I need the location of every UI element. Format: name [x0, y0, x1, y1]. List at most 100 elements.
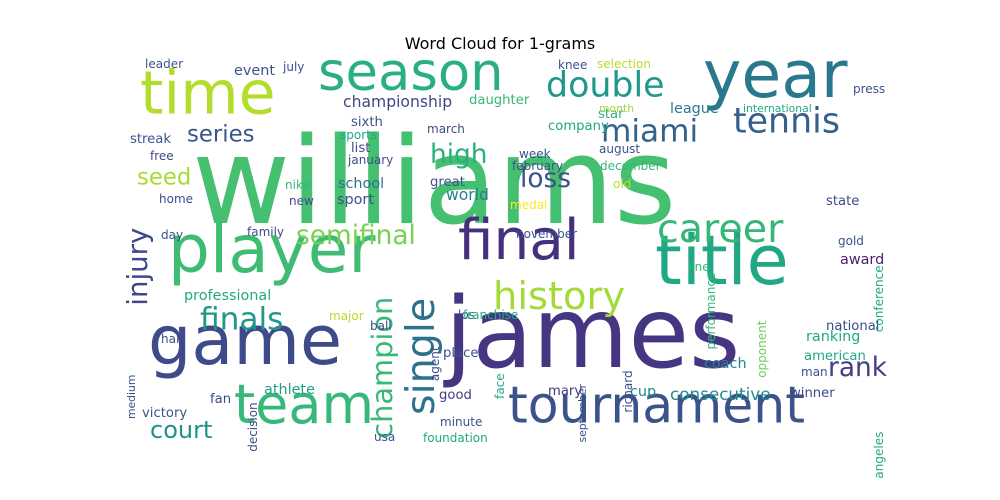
word-knee: knee — [558, 58, 587, 72]
word-los: los — [458, 308, 475, 322]
word-final: final — [458, 208, 579, 273]
word-champion: champion — [365, 297, 399, 439]
word-great: great — [430, 175, 465, 190]
word-high: high — [430, 139, 488, 170]
word-game: game — [148, 302, 342, 381]
word-leader: leader — [145, 57, 183, 71]
word-february: february — [512, 159, 563, 173]
word-september: september — [576, 383, 589, 442]
word-victory: victory — [142, 406, 187, 421]
word-minute: minute — [440, 415, 482, 429]
word-finals: finals — [200, 302, 283, 338]
word-company: company — [548, 119, 609, 134]
word-school: school — [338, 176, 384, 192]
word-team: team — [234, 373, 374, 436]
word-nike: nike — [285, 178, 310, 192]
word-tennis: tennis — [733, 101, 840, 141]
word-state: state — [826, 194, 859, 209]
word-career: career — [657, 206, 784, 252]
word-gold: gold — [838, 234, 864, 248]
word-international: international — [743, 102, 812, 115]
word-line: line — [688, 260, 710, 274]
word-free: free — [150, 149, 174, 163]
word-consecutive: consecutive — [670, 384, 771, 404]
word-day: day — [161, 228, 183, 242]
word-performance: performance — [704, 273, 718, 350]
word-press: press — [853, 82, 885, 96]
word-loss: loss — [520, 163, 571, 194]
word-single: single — [398, 298, 444, 415]
word-ranking: ranking — [806, 329, 860, 345]
word-home: home — [159, 192, 193, 206]
word-man: man — [801, 365, 828, 379]
word-professional: professional — [184, 288, 271, 304]
word-coach: coach — [704, 356, 747, 372]
word-august: august — [599, 142, 640, 156]
word-week: week — [519, 147, 551, 161]
word-streak: streak — [130, 132, 171, 147]
word-new: new — [289, 194, 314, 208]
word-face: face — [493, 373, 507, 399]
word-time: time — [140, 59, 276, 129]
word-cup: cup — [630, 384, 656, 400]
word-sports: sports — [340, 128, 377, 142]
word-sport: sport — [337, 192, 374, 208]
word-decision: decision — [246, 402, 260, 451]
word-championship: championship — [343, 93, 452, 111]
word-winner: winner — [790, 386, 835, 401]
word-national: national — [826, 319, 879, 334]
word-place: place — [443, 346, 478, 361]
word-tournament: tournament — [508, 375, 805, 434]
word-williams: williams — [192, 113, 676, 252]
word-series: series — [187, 121, 255, 147]
word-event: event — [234, 63, 275, 79]
chart-title: Word Cloud for 1-grams — [404, 34, 596, 53]
word-franchise: franchise — [463, 308, 518, 322]
word-court: court — [150, 416, 212, 444]
word-miami: miami — [601, 114, 698, 150]
word-year: year — [703, 38, 848, 113]
word-seed: seed — [137, 164, 191, 190]
word-conference: conference — [872, 265, 886, 332]
word-james: james — [443, 277, 740, 391]
word-rank: rank — [828, 352, 888, 383]
word-semifinal: semifinal — [296, 220, 416, 251]
word-old: old — [613, 177, 631, 191]
word-major: major — [329, 309, 364, 323]
word-november: november — [516, 227, 577, 241]
word-january: january — [347, 153, 393, 167]
word-family: family — [247, 225, 284, 239]
word-daughter: daughter — [469, 93, 530, 108]
word-athlete: athlete — [264, 382, 315, 398]
word-league: league — [670, 101, 719, 117]
word-sixth: sixth — [351, 115, 383, 130]
word-agent: agent — [428, 346, 442, 381]
word-good: good — [439, 388, 472, 403]
word-double: double — [546, 65, 665, 105]
word-richard: richard — [621, 370, 635, 412]
word-mary: mary — [548, 384, 582, 399]
word-season: season — [318, 42, 504, 103]
word-ball: ball — [370, 319, 392, 333]
word-angeles: angeles — [872, 432, 886, 479]
word-fan: fan — [210, 392, 231, 407]
word-history: history — [493, 274, 625, 319]
word-july: july — [282, 60, 304, 74]
word-opponent: opponent — [755, 320, 769, 378]
word-world: world — [446, 186, 489, 204]
word-selection: selection — [597, 57, 651, 71]
word-usa: usa — [374, 430, 395, 444]
word-title: title — [655, 222, 789, 301]
word-star: star — [598, 107, 624, 122]
word-foundation: foundation — [423, 431, 488, 445]
word-injury: injury — [121, 228, 154, 306]
word-american: american — [804, 349, 866, 364]
word-list: list — [351, 141, 370, 156]
word-player: player — [168, 211, 376, 288]
word-march: march — [427, 122, 465, 136]
word-medium: medium — [125, 375, 138, 419]
word-award: award — [840, 252, 884, 268]
word-month: month — [599, 102, 634, 115]
